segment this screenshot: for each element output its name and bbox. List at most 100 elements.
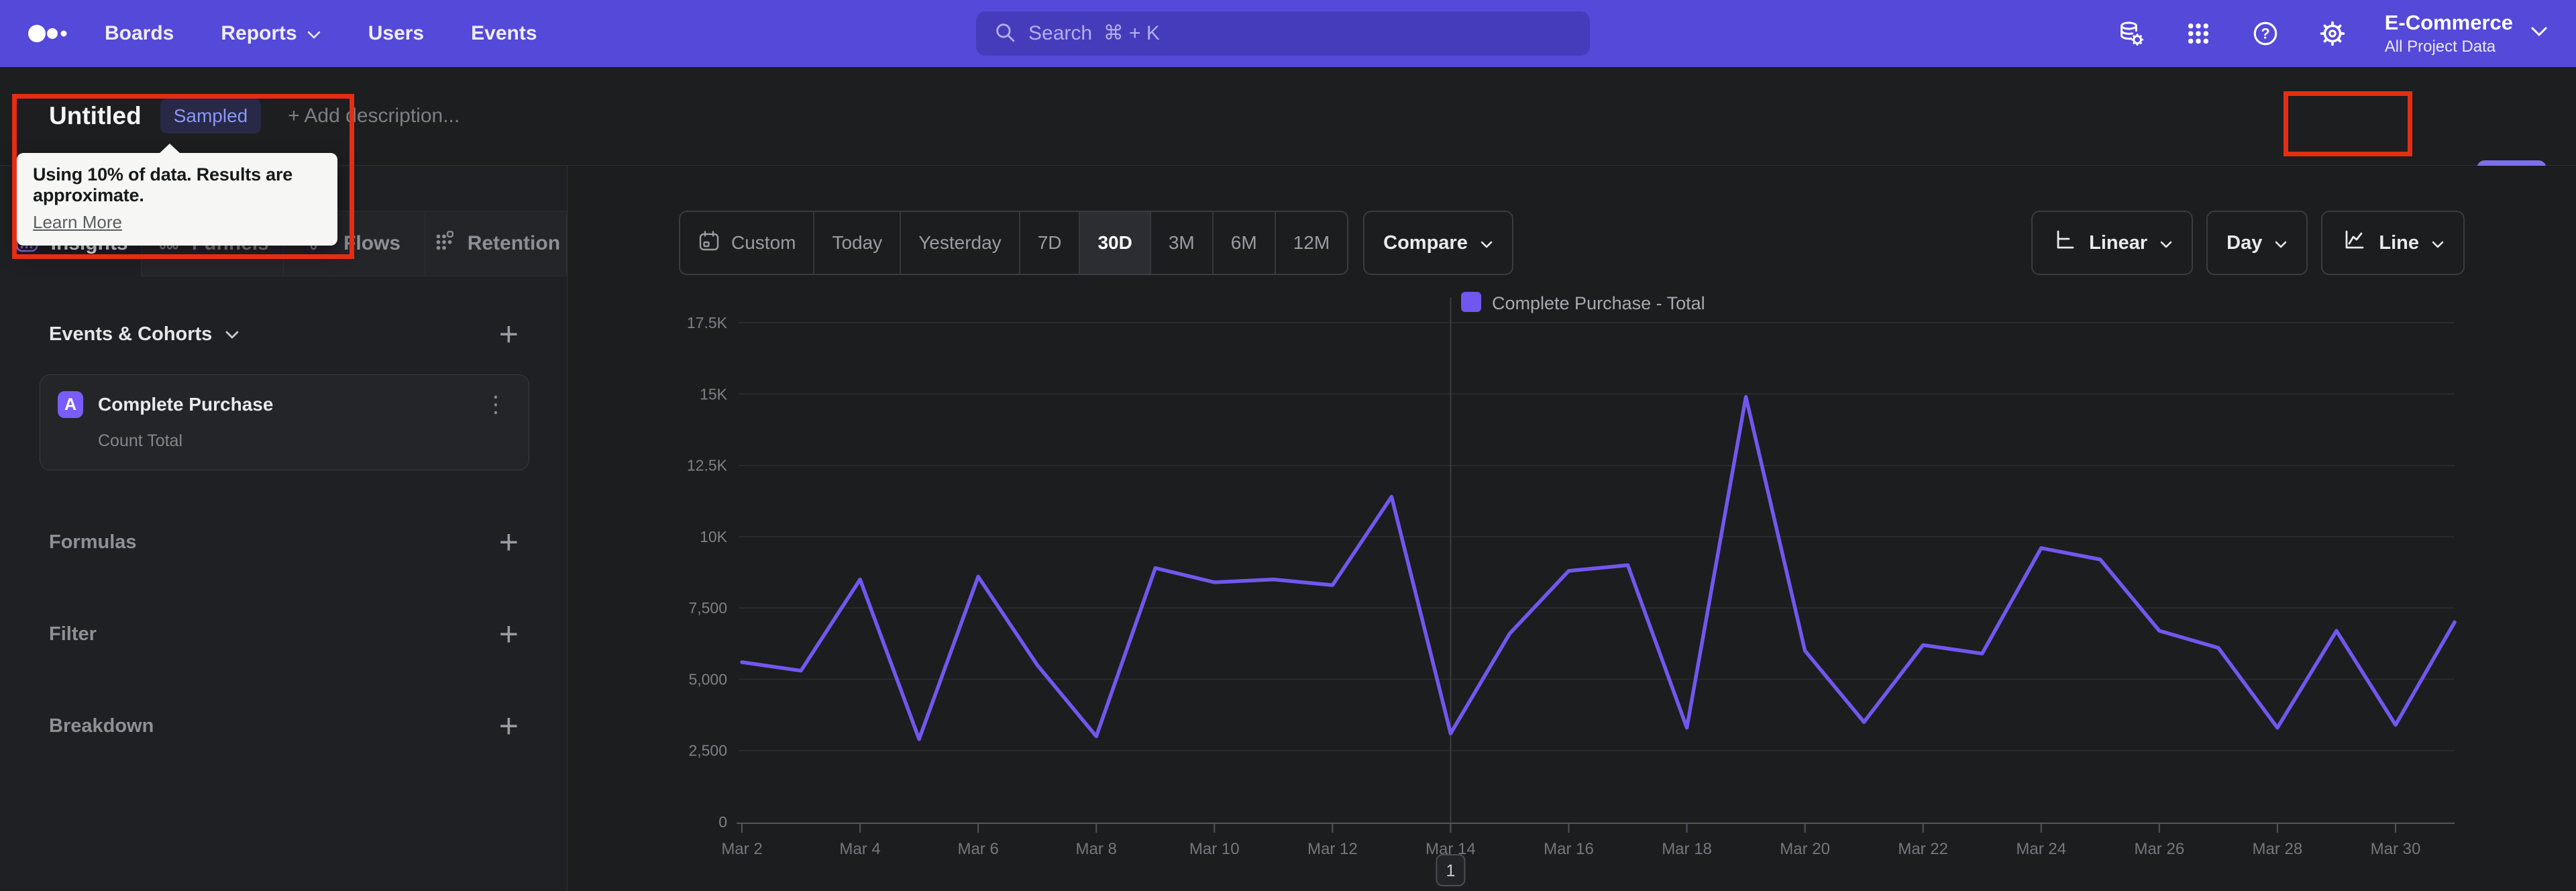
query-builder-panel: Insights Funnels bbox=[0, 166, 568, 890]
nav-menu: Boards Reports Users Events bbox=[105, 22, 537, 45]
search-icon bbox=[994, 21, 1016, 47]
sampling-tooltip: Using 10% of data. Results are approxima… bbox=[17, 144, 337, 246]
x-axis-tick-label: Mar 16 bbox=[1544, 840, 1594, 858]
x-axis-tick-label: Mar 2 bbox=[721, 840, 762, 858]
range-30d[interactable]: 30D bbox=[1080, 212, 1151, 274]
linear-scale-icon bbox=[2051, 227, 2077, 258]
x-axis-tick-label: Mar 6 bbox=[957, 840, 998, 858]
tab-label: Flows bbox=[343, 232, 401, 254]
date-range-controls: Custom Today Yesterday 7D 30D 3M 6M 12M … bbox=[679, 211, 1513, 275]
nav-item-users[interactable]: Users bbox=[368, 22, 424, 45]
x-axis-tick-label: Mar 18 bbox=[1662, 840, 1712, 858]
interval-dropdown[interactable]: Day bbox=[2206, 211, 2308, 275]
nav-item-events[interactable]: Events bbox=[471, 22, 537, 45]
range-label: Custom bbox=[731, 232, 796, 253]
formulas-label: Formulas bbox=[49, 531, 137, 553]
formulas-row: Formulas + bbox=[0, 522, 567, 562]
x-axis-tick-label: Mar 20 bbox=[1780, 840, 1830, 858]
x-axis-tick-label: Mar 28 bbox=[2253, 840, 2303, 858]
range-custom[interactable]: Custom bbox=[680, 212, 815, 274]
insights-line-chart: Complete Purchase - Total 0 2,500 5,000 7,50… bbox=[687, 292, 2457, 886]
range-12m[interactable]: 12M bbox=[1276, 212, 1347, 274]
chevron-down-icon bbox=[2159, 232, 2173, 254]
events-cohorts-header-row: Events & Cohorts + bbox=[0, 314, 567, 354]
range-label: 6M bbox=[1230, 232, 1257, 253]
data-management-icon[interactable] bbox=[2116, 19, 2146, 48]
range-7d[interactable]: 7D bbox=[1020, 212, 1081, 274]
event-aggregation[interactable]: Count Total bbox=[98, 431, 183, 450]
add-breakdown-button[interactable]: + bbox=[498, 707, 519, 745]
range-3m[interactable]: 3M bbox=[1151, 212, 1214, 274]
add-description-field[interactable]: + Add description... bbox=[288, 105, 460, 127]
y-axis-tick-label: 2,500 bbox=[688, 742, 727, 759]
x-axis-tick-label: Mar 24 bbox=[2016, 840, 2066, 858]
series-badge: A bbox=[58, 391, 83, 418]
y-axis-tick-label: 12.5K bbox=[687, 457, 728, 474]
filter-label: Filter bbox=[49, 623, 97, 645]
range-label: 12M bbox=[1293, 232, 1330, 253]
compare-dropdown[interactable]: Compare bbox=[1363, 211, 1513, 275]
event-name: Complete Purchase bbox=[98, 394, 274, 415]
project-name: E-Commerce bbox=[2384, 11, 2513, 35]
legend-label: Complete Purchase - Total bbox=[1492, 293, 1705, 313]
interval-label: Day bbox=[2226, 231, 2263, 254]
mixpanel-logo-icon[interactable] bbox=[27, 21, 72, 46]
sampled-badge[interactable]: Sampled bbox=[160, 99, 262, 134]
help-icon[interactable]: ? bbox=[2251, 19, 2280, 48]
annotation-badge[interactable] bbox=[1436, 854, 1466, 886]
series-line bbox=[740, 395, 2457, 741]
apps-grid-icon[interactable] bbox=[2184, 19, 2213, 48]
chart-type-dropdown[interactable]: Line bbox=[2321, 211, 2465, 275]
y-axis-tick-label: 0 bbox=[718, 813, 727, 831]
project-scope: All Project Data bbox=[2384, 37, 2496, 56]
y-axis-tick-label: 10K bbox=[700, 528, 728, 545]
nav-label: Reports bbox=[221, 22, 297, 44]
chevron-down-icon bbox=[1480, 232, 1493, 254]
range-yesterday[interactable]: Yesterday bbox=[901, 212, 1020, 274]
chart-controls-row: Custom Today Yesterday 7D 30D 3M 6M 12M … bbox=[679, 211, 2465, 275]
topnav-right-cluster: ? E-Commerce All Pr bbox=[2116, 0, 2548, 67]
range-label: 7D bbox=[1037, 232, 1062, 253]
project-info: E-Commerce All Project Data bbox=[2385, 11, 2513, 56]
add-formula-button[interactable]: + bbox=[498, 523, 519, 561]
add-filter-button[interactable]: + bbox=[498, 615, 519, 653]
line-chart-icon bbox=[2341, 227, 2367, 258]
chevron-down-icon[interactable] bbox=[224, 323, 240, 346]
nav-item-reports[interactable]: Reports bbox=[221, 22, 321, 45]
x-axis-tick-label: Mar 26 bbox=[2134, 840, 2184, 858]
range-today[interactable]: Today bbox=[814, 212, 902, 274]
annotation-badge-label: 1 bbox=[1446, 861, 1455, 880]
scale-dropdown[interactable]: Linear bbox=[2031, 211, 2194, 275]
x-axis-tick-label: Mar 12 bbox=[1307, 840, 1358, 858]
project-selector[interactable]: E-Commerce All Project Data bbox=[2385, 11, 2548, 56]
event-card-row: A Complete Purchase ⋮ bbox=[58, 391, 511, 418]
range-label: 30D bbox=[1097, 232, 1132, 253]
date-range-segmented-control: Custom Today Yesterday 7D 30D 3M 6M 12M bbox=[679, 211, 1349, 275]
y-axis-tick-label: 7,500 bbox=[688, 599, 727, 617]
add-event-button[interactable]: + bbox=[498, 315, 519, 353]
x-axis-tick-label: Mar 10 bbox=[1189, 840, 1240, 858]
range-label: Today bbox=[832, 232, 883, 253]
breakdown-label: Breakdown bbox=[49, 715, 154, 737]
x-axis-tick-label: Mar 30 bbox=[2371, 840, 2421, 858]
learn-more-link[interactable]: Learn More bbox=[33, 212, 122, 232]
events-cohorts-header: Events & Cohorts bbox=[49, 323, 240, 346]
filter-row: Filter + bbox=[0, 614, 567, 654]
nav-item-boards[interactable]: Boards bbox=[105, 22, 174, 45]
x-axis-tick-label: Mar 8 bbox=[1076, 840, 1117, 858]
top-navigation-bar: Boards Reports Users Events bbox=[0, 0, 2576, 67]
global-search[interactable] bbox=[976, 11, 1590, 56]
nav-label: Boards bbox=[105, 22, 174, 44]
breakdown-row: Breakdown + bbox=[0, 706, 567, 746]
tab-retention[interactable]: Retention bbox=[425, 211, 567, 276]
chart-display-controls: Linear Day Line bbox=[2031, 211, 2465, 275]
range-6m[interactable]: 6M bbox=[1214, 212, 1276, 274]
event-options-kebab-icon[interactable]: ⋮ bbox=[484, 392, 507, 417]
report-title[interactable]: Untitled bbox=[49, 102, 142, 129]
calendar-icon bbox=[698, 229, 720, 257]
compare-label: Compare bbox=[1383, 231, 1468, 254]
search-input[interactable] bbox=[1028, 22, 1572, 45]
settings-gear-icon[interactable] bbox=[2318, 19, 2347, 48]
chart-panel: Custom Today Yesterday 7D 30D 3M 6M 12M … bbox=[568, 166, 2576, 890]
event-card[interactable]: A Complete Purchase ⋮ Count Total bbox=[40, 374, 529, 470]
